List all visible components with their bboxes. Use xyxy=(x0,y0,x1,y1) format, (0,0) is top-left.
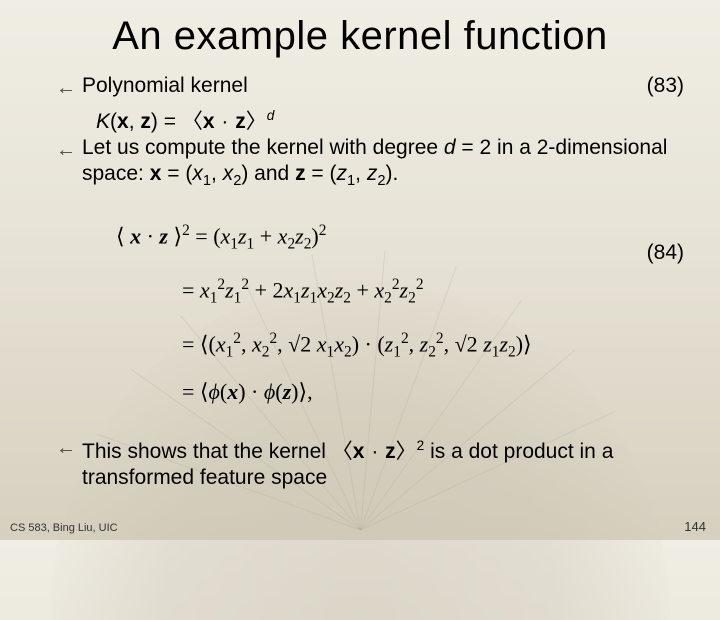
kernel-definition: K(x, z) = 〈x · z〉d xyxy=(56,103,684,135)
footer-text: CS 583, Bing Liu, UIC xyxy=(10,522,118,534)
math-derivation: ⟨ x · z ⟩2 = (x1z1 + x2z2)2 = x12z12 + 2… xyxy=(56,196,684,411)
math-line-1: ⟨ x · z ⟩2 = (x1z1 + x2z2)2 xyxy=(116,212,684,264)
bullet-1: ← Polynomial kernel (83) xyxy=(56,73,684,101)
slide-content: ← Polynomial kernel (83) K(x, z) = 〈x · … xyxy=(0,59,720,491)
bullet-3: ← This shows that the kernel 〈x · z〉2 is… xyxy=(56,433,684,491)
eq-83-label: (83) xyxy=(647,73,684,99)
bullet-2-text: Let us compute the kernel with degree d … xyxy=(82,135,684,194)
math-line-2: = x12z12 + 2x1z1x2z2 + x22z22 xyxy=(116,266,684,318)
page-number: 144 xyxy=(684,519,706,534)
bullet-2: ← Let us compute the kernel with degree … xyxy=(56,135,684,194)
math-line-4: = ⟨ϕ(x) · ϕ(z)⟩, xyxy=(116,373,684,411)
bullet-icon: ← xyxy=(56,73,82,101)
bullet-1-text: Polynomial kernel (83) xyxy=(82,73,684,99)
bullet-icon: ← xyxy=(56,135,82,163)
bullet-icon: ← xyxy=(56,433,82,461)
bullet-3-text: This shows that the kernel 〈x · z〉2 is a… xyxy=(82,433,684,491)
math-line-3: = ⟨(x12, x22, √2 x1x2) · (z12, z22, √2 z… xyxy=(116,320,684,372)
slide-title: An example kernel function xyxy=(0,0,720,59)
eq-84-label: (84) xyxy=(647,241,684,265)
